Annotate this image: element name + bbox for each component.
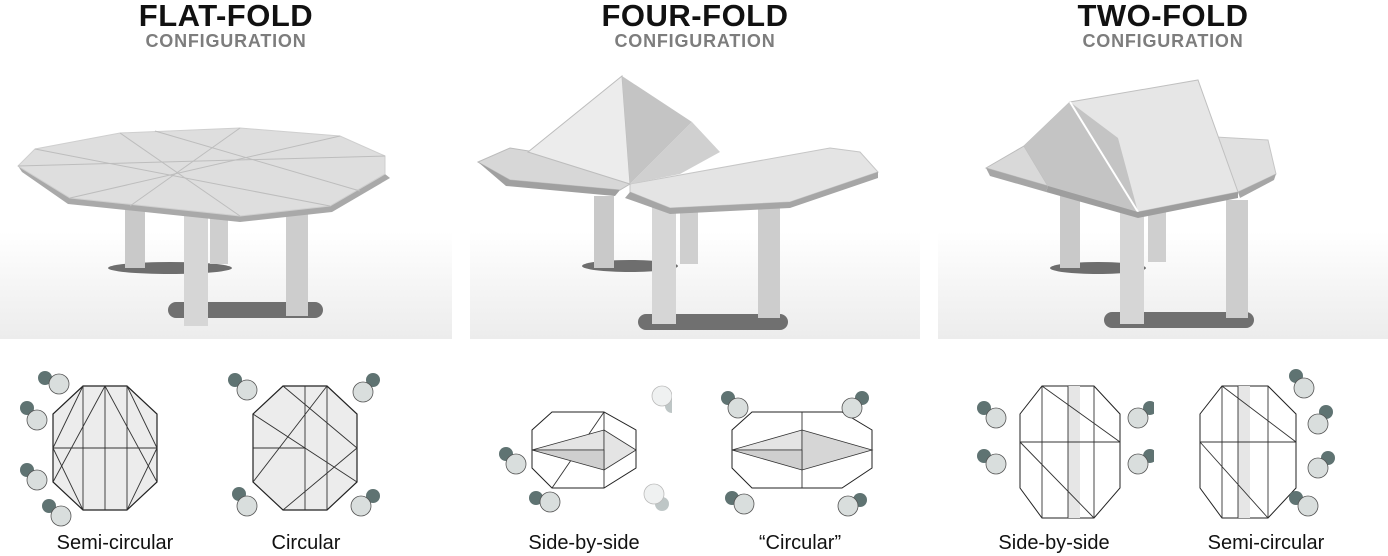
chair-icon xyxy=(1127,401,1154,429)
panel-title: FOUR-FOLD xyxy=(601,0,789,33)
plan-semi-circular xyxy=(1188,368,1368,528)
plan-circular xyxy=(215,368,395,528)
chair-icon xyxy=(1289,369,1315,399)
panel-flat-fold: FLAT-FOLD CONFIGURATION xyxy=(0,0,452,556)
chair-icon xyxy=(232,487,258,517)
chair-icon xyxy=(529,491,561,513)
chair-icon xyxy=(841,391,869,419)
chair-icon xyxy=(38,371,70,395)
chair-icon xyxy=(651,385,672,413)
panel-subtitle: CONFIGURATION xyxy=(145,31,307,51)
chair-icon xyxy=(1289,491,1319,517)
chair-icon xyxy=(1307,451,1335,479)
panel-subtitle: CONFIGURATION xyxy=(1082,31,1244,51)
plan-caption: Semi-circular xyxy=(1207,532,1325,554)
panel-four-fold: FOUR-FOLD CONFIGURATION xyxy=(470,0,920,556)
two-fold-table-render xyxy=(938,56,1388,339)
chair-icon xyxy=(721,391,749,419)
flat-fold-table-render xyxy=(0,56,452,339)
plan-caption: “Circular” xyxy=(758,532,842,554)
chair-icon xyxy=(42,499,72,527)
plan-caption: Side-by-side xyxy=(528,532,640,554)
chair-icon xyxy=(977,449,1007,475)
chair-icon xyxy=(977,401,1007,429)
chair-icon xyxy=(725,491,755,515)
four-fold-table-render xyxy=(470,56,920,339)
chair-icon xyxy=(228,373,258,401)
chair-icon xyxy=(350,489,380,517)
chair-icon xyxy=(352,373,380,403)
plan-caption: Side-by-side xyxy=(998,532,1110,554)
plan-caption: Circular xyxy=(271,532,341,554)
plan-circular-quoted xyxy=(712,368,892,528)
chair-icon xyxy=(643,483,669,511)
plan-semi-circular xyxy=(15,368,195,528)
chair-icon xyxy=(837,493,867,517)
panel-subtitle: CONFIGURATION xyxy=(614,31,776,51)
panel-title: FLAT-FOLD xyxy=(138,0,314,33)
plan-side-by-side xyxy=(492,368,672,528)
chair-icon xyxy=(499,447,527,475)
chair-icon xyxy=(1127,449,1154,475)
chair-icon xyxy=(20,401,48,431)
chair-icon xyxy=(20,463,48,491)
panel-two-fold: TWO-FOLD CONFIGURATION xyxy=(938,0,1388,556)
plan-caption: Semi-circular xyxy=(56,532,174,554)
panel-title: TWO-FOLD xyxy=(1077,0,1249,33)
chair-icon xyxy=(1307,405,1333,435)
plan-side-by-side xyxy=(974,368,1154,528)
